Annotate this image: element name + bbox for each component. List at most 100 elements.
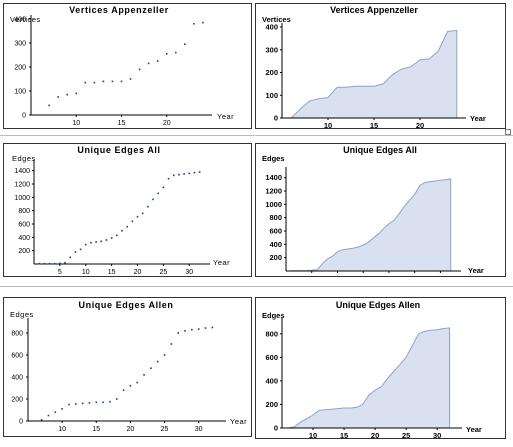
x-tick-label: 20 [134,269,142,276]
y-tick-label: 400 [265,376,278,385]
x-tick-label: 15 [370,121,378,128]
scatter-point [93,81,96,84]
chart-panel-edges-all-area: 200 400 600 800 1000 1200 1400 5 10 15 20 25 30 Uniqu… [255,143,506,277]
scatter-point [121,229,123,232]
x-tick-label: 30 [185,269,193,276]
scatter-point [183,173,185,175]
y-tick-label: 400 [269,240,282,249]
x-tick-label: 20 [371,431,379,438]
scatter-point [111,80,114,83]
chart-title: Vertices Appenzeller [330,5,418,15]
scatter-point [184,43,186,45]
scatter-point [115,398,118,400]
x-tick-label: 25 [160,269,168,276]
chart-title: Vertices Appenzeller [69,5,169,15]
x-axis-label: Year [213,258,230,267]
y-tick-label: 200 [11,397,23,404]
x-tick-label: 10 [58,426,66,433]
y-tick-label: 100 [14,89,26,96]
scatter-point [79,248,82,251]
x-tick-label: 10 [324,121,332,128]
scatter-point [74,251,77,253]
x-tick-label: 20 [416,121,424,128]
y-tick-label: 200 [265,68,278,77]
scatter-point [102,401,104,404]
x-tick-label: 15 [108,269,116,276]
resize-handle[interactable] [505,129,511,135]
scatter-point [129,78,132,80]
x-axis-label: Year [468,266,484,275]
chart-panel-edges-allen-area: 0 200 400 600 800 10 15 20 25 30 Unique Edges Alle… [255,297,506,439]
x-axis-label: Year [466,425,482,434]
y-tick-label: 300 [265,45,278,54]
scatter-point [172,174,175,177]
y-axis-label: Vertices [262,15,291,24]
scatter-point [43,262,46,265]
scatter-point [95,241,97,243]
scatter-point [193,171,196,174]
scatter-point [53,262,56,265]
scatter-point [191,328,193,331]
y-axis-label: Vertices [10,15,41,24]
y-tick-label: 0 [22,113,26,120]
x-tick-label: 10 [333,274,341,276]
scatter-point [54,411,57,413]
y-tick-label: 400 [14,17,26,24]
scatter-point [120,80,123,83]
chart-svg-0: 0 100 200 300 400 10 15 20 Vertices Appenzeller V… [10,5,234,127]
scatter-point [81,402,84,405]
scatter-point [38,262,40,265]
y-tick-label: 0 [19,419,23,426]
x-tick-label: 30 [433,431,441,438]
scatter-point [48,104,50,107]
scatter-point [156,60,159,62]
scatter-point [147,205,149,208]
scatter-point [69,256,72,259]
y-tick-label: 200 [265,400,278,409]
x-tick-label: 25 [161,426,169,433]
chart-panel-vertices-scatter: 0 100 200 300 400 10 15 20 Vertices Appenzeller V… [3,3,252,129]
y-tick-label: 1000 [14,195,30,202]
chart-svg-4: 0 200 400 600 800 10 15 20 25 30 Unique Edges Alle… [10,300,247,433]
x-tick-label: 20 [127,426,135,433]
y-axis-label: Edges [10,310,34,319]
area-series-5 [288,327,451,429]
x-tick-label: 30 [436,274,444,276]
scatter-point [204,327,207,329]
scatter-point [74,403,77,405]
y-tick-label: 400 [265,23,278,32]
scatter-point [129,385,132,387]
y-tick-label: 0 [274,114,278,123]
scatter-point [48,262,51,265]
scatter-point [211,326,214,329]
scatter-point [57,96,59,98]
y-tick-label: 1000 [265,200,282,209]
scatter-point [136,215,139,218]
y-axis-label: Edges [262,311,285,320]
x-axis-label: Year [470,114,486,123]
y-tick-label: 1200 [14,182,30,189]
x-tick-label: 15 [340,431,348,438]
x-tick-label: 20 [163,120,171,127]
y-tick-label: 1400 [14,168,30,175]
scatter-point [90,241,92,244]
scatter-point [84,81,87,84]
x-tick-label: 15 [118,120,126,127]
scatter-point [162,186,165,189]
chart-svg-5: 0 200 400 600 800 10 15 20 25 30 Unique Edges Alle… [262,300,482,438]
row-divider-2 [0,286,513,287]
scatter-point [141,212,144,215]
y-tick-label: 300 [14,41,26,48]
scatter-point [109,400,111,403]
y-tick-label: 400 [11,375,23,382]
x-tick-label: 10 [72,120,80,127]
scatter-point [197,328,200,330]
area-series-1 [289,29,458,119]
scatter-point [59,262,61,265]
y-tick-label: 1200 [265,187,282,196]
scatter-point [184,330,186,332]
y-tick-label: 800 [269,213,282,222]
y-tick-label: 600 [18,222,30,229]
chart-svg-1: 0 100 200 300 400 10 15 20 Vertices Appenzeller V… [262,5,486,128]
y-tick-label: 200 [18,248,30,255]
